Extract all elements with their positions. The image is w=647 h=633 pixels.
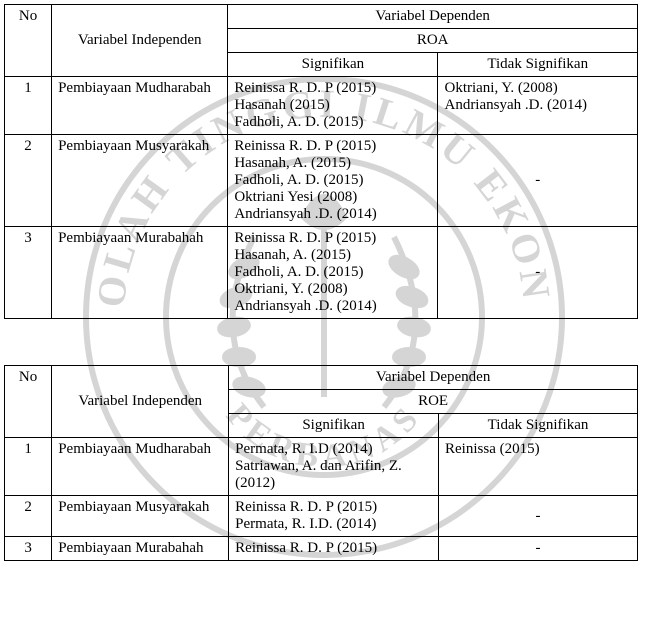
cell-no: 3 — [5, 537, 52, 561]
cell-indep: Pembiayaan Musyarakah — [52, 135, 228, 227]
table-row: 2 Pembiayaan Musyarakah Reinissa R. D. P… — [5, 496, 638, 537]
cell-indep: Pembiayaan Mudharabah — [52, 77, 228, 135]
cell-no: 1 — [5, 77, 52, 135]
cell-sig: Reinissa R. D. P (2015)Hasanah, A. (2015… — [228, 227, 438, 319]
cell-sig: Reinissa R. D. P (2015) — [229, 537, 439, 561]
hdr-dependen: Variabel Dependen — [228, 5, 638, 29]
hdr-signifikan: Signifikan — [229, 414, 439, 438]
cell-sig: Reinissa R. D. P (2015)Hasanah, A. (2015… — [228, 135, 438, 227]
table-roa: No Variabel Independen Variabel Dependen… — [4, 4, 638, 319]
cell-indep: Pembiayaan Musyarakah — [52, 496, 229, 537]
hdr-no: No — [5, 5, 52, 77]
hdr-no: No — [5, 366, 52, 438]
cell-no: 2 — [5, 496, 52, 537]
table-roe: No Variabel Independen Variabel Dependen… — [4, 365, 638, 561]
hdr-dependen: Variabel Dependen — [229, 366, 638, 390]
cell-tidak: Reinissa (2015) — [439, 438, 638, 496]
cell-tidak: - — [438, 227, 638, 319]
table-row: 2 Pembiayaan Musyarakah Reinissa R. D. P… — [5, 135, 638, 227]
hdr-signifikan: Signifikan — [228, 53, 438, 77]
cell-sig: Permata, R. I.D (2014)Satriawan, A. dan … — [229, 438, 439, 496]
cell-indep: Pembiayaan Murabahah — [52, 227, 228, 319]
page-content: No Variabel Independen Variabel Dependen… — [0, 0, 647, 611]
cell-tidak: Oktriani, Y. (2008)Andriansyah .D. (2014… — [438, 77, 638, 135]
hdr-independen: Variabel Independen — [52, 5, 228, 77]
cell-tidak: - — [439, 496, 638, 537]
cell-indep: Pembiayaan Mudharabah — [52, 438, 229, 496]
cell-tidak: - — [438, 135, 638, 227]
hdr-roe: ROE — [229, 390, 638, 414]
hdr-tidak-signifikan: Tidak Signifikan — [438, 53, 638, 77]
cell-tidak: - — [439, 537, 638, 561]
cell-no: 3 — [5, 227, 52, 319]
hdr-roa: ROA — [228, 29, 638, 53]
cell-sig: Reinissa R. D. P (2015)Permata, R. I.D. … — [229, 496, 439, 537]
table-row: 1 Pembiayaan Mudharabah Reinissa R. D. P… — [5, 77, 638, 135]
cell-no: 2 — [5, 135, 52, 227]
cell-no: 1 — [5, 438, 52, 496]
cell-indep: Pembiayaan Murabahah — [52, 537, 229, 561]
table-row: 3 Pembiayaan Murabahah Reinissa R. D. P … — [5, 537, 638, 561]
hdr-independen: Variabel Independen — [52, 366, 229, 438]
table-row: 1 Pembiayaan Mudharabah Permata, R. I.D … — [5, 438, 638, 496]
hdr-tidak-signifikan: Tidak Signifikan — [439, 414, 638, 438]
cell-sig: Reinissa R. D. P (2015)Hasanah (2015)Fad… — [228, 77, 438, 135]
table-row: 3 Pembiayaan Murabahah Reinissa R. D. P … — [5, 227, 638, 319]
